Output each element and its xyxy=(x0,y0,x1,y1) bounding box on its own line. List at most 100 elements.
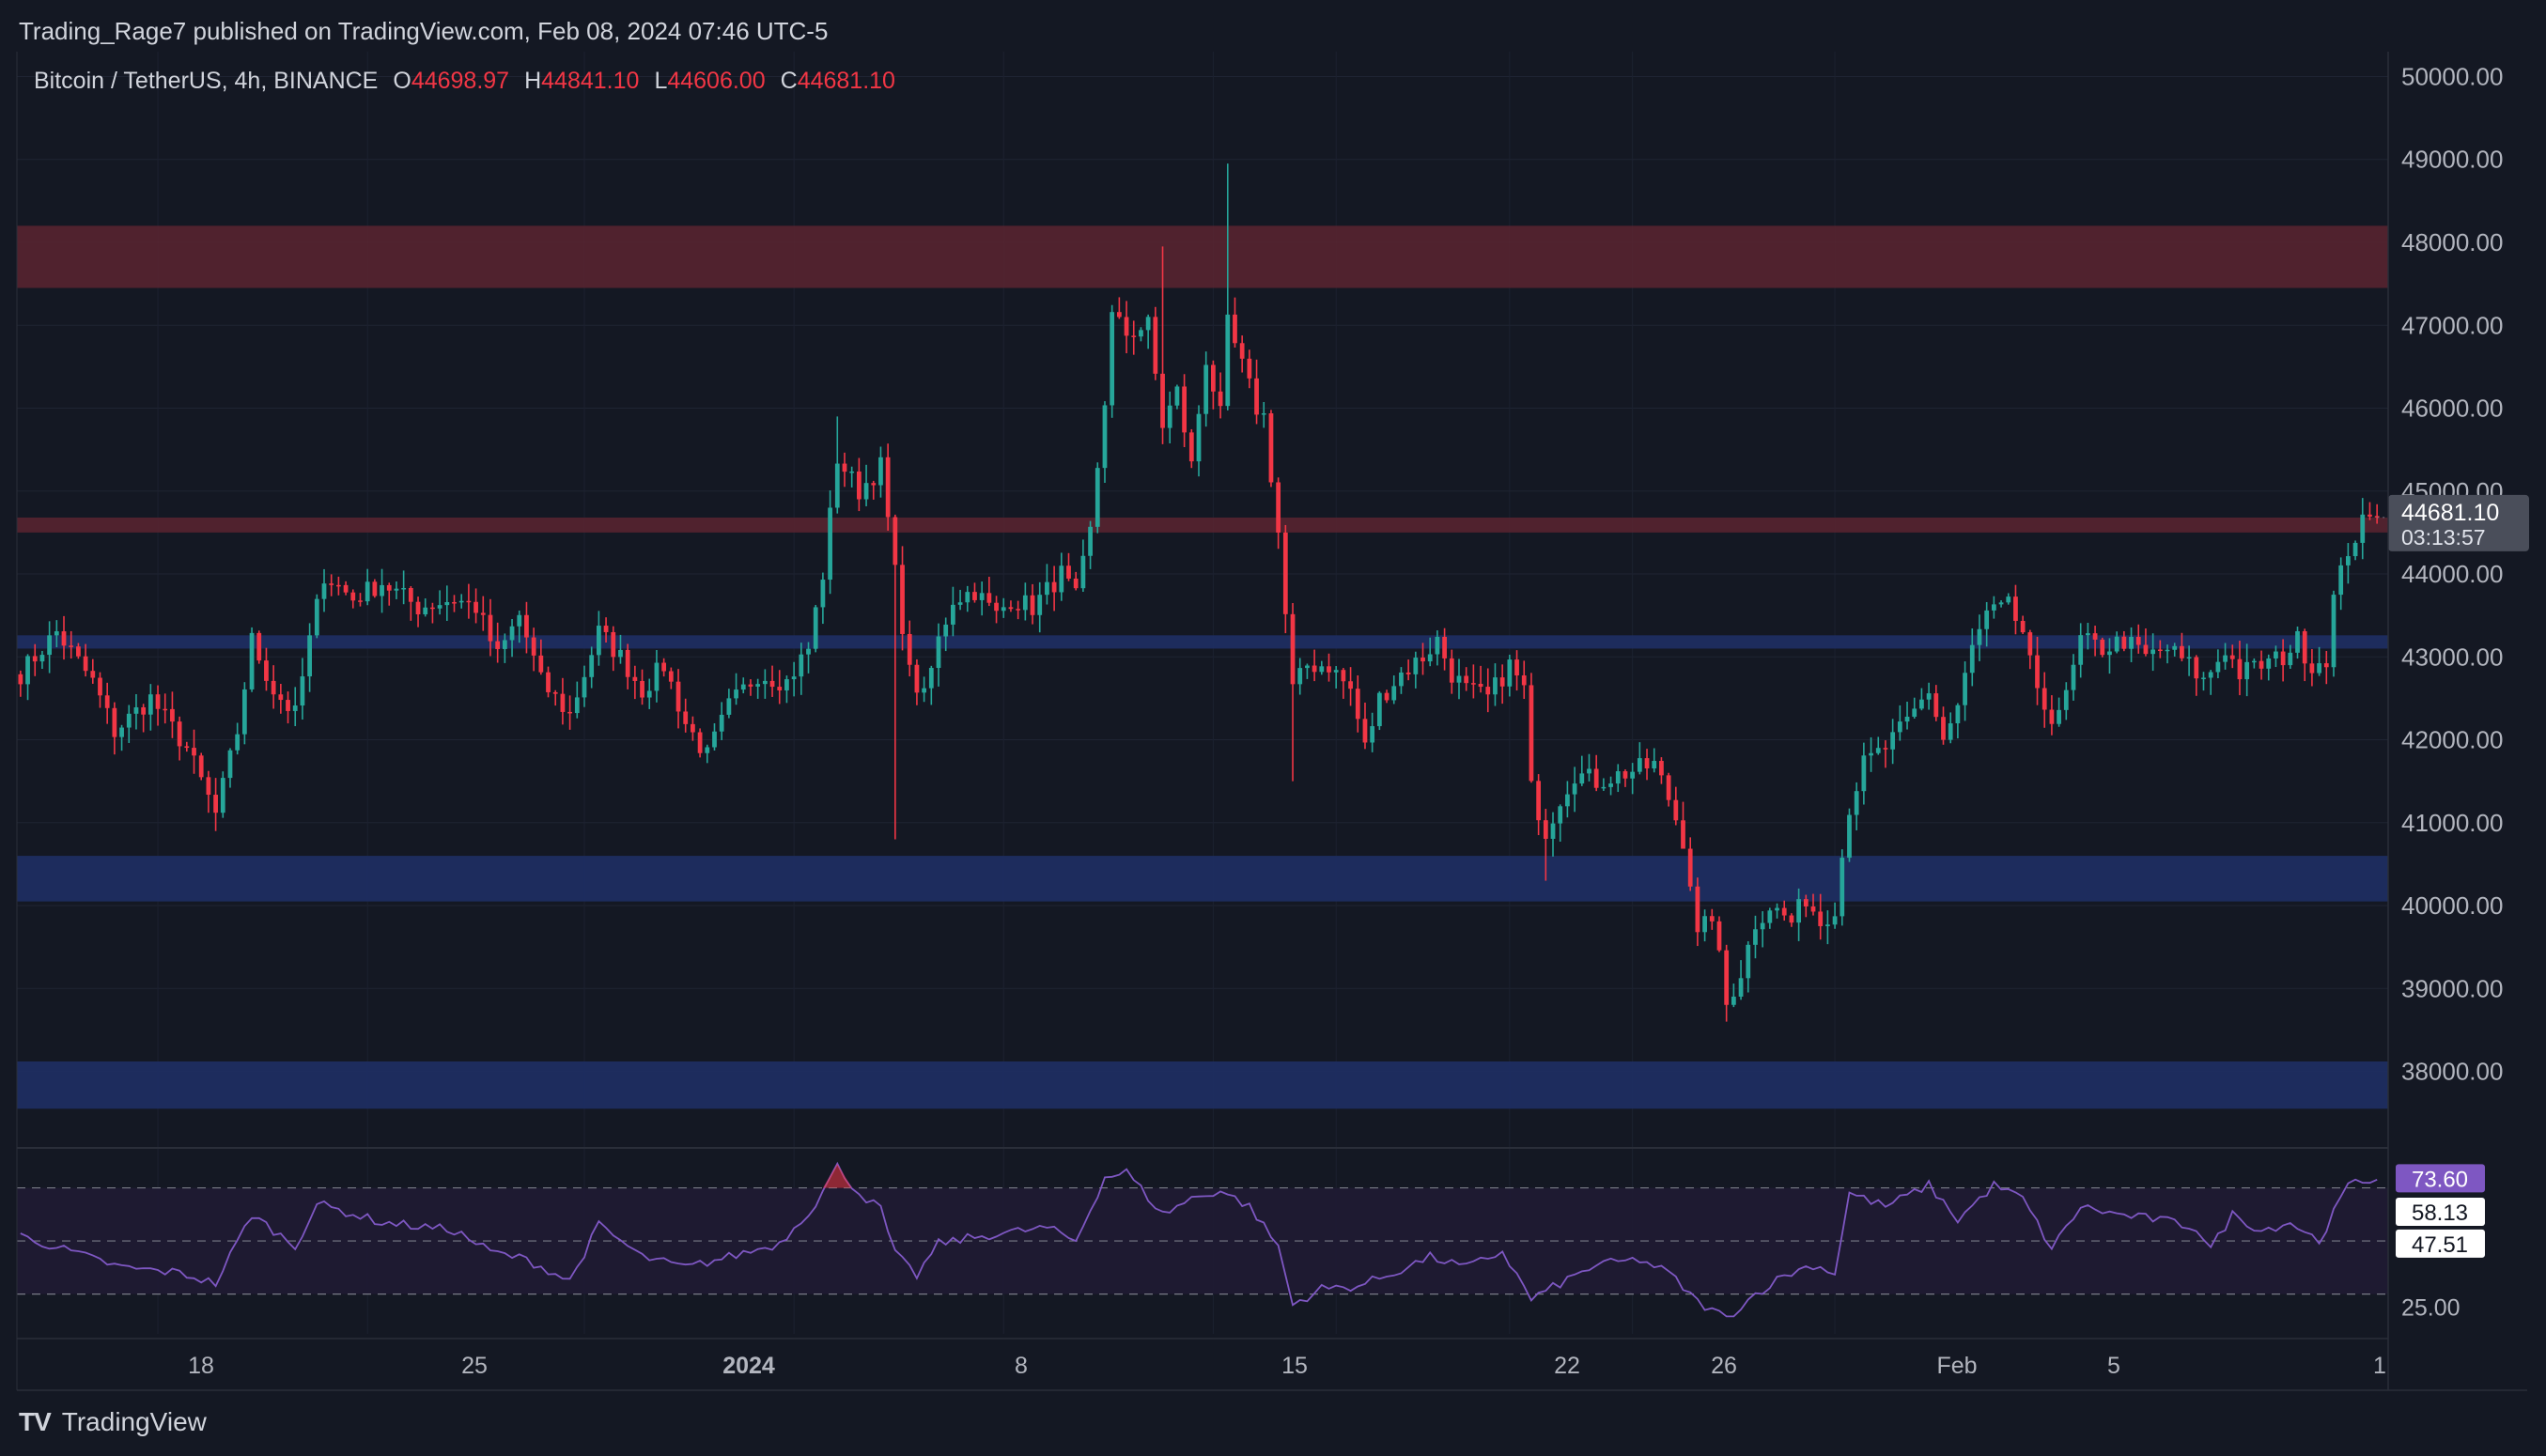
symbol-title[interactable]: Bitcoin / TetherUS, 4h, BINANCE xyxy=(34,68,379,94)
time-axis-label: 22 xyxy=(1554,1353,1580,1379)
candle-body xyxy=(2041,688,2047,710)
candle-body xyxy=(1008,607,1014,610)
candle-body xyxy=(1550,823,1556,839)
candle-body xyxy=(2071,664,2076,690)
price-axis[interactable]: 50000.00 49000.00 48000.00 47000.00 46000.00… xyxy=(2401,62,2503,1085)
candle-body xyxy=(2331,595,2336,668)
candle-body xyxy=(1955,705,1961,724)
candle-body xyxy=(1875,748,1881,753)
candle-body xyxy=(517,614,522,627)
candle-body xyxy=(336,584,341,587)
candle-body xyxy=(177,721,182,747)
publisher-line: Trading_Rage7 published on TradingView.c… xyxy=(19,17,829,45)
candle-body xyxy=(372,581,378,596)
price-axis-label: 39000.00 xyxy=(2401,974,2503,1002)
rsi-pane[interactable]: 73.60 58.13 47.51 25.00 xyxy=(17,1161,2485,1322)
candle-body xyxy=(54,631,59,636)
candle-body xyxy=(560,693,566,712)
candle-body xyxy=(2280,651,2286,666)
tradingview-logo[interactable]: TV TradingView xyxy=(19,1407,207,1437)
candle-body xyxy=(762,680,768,685)
candle-body xyxy=(1652,761,1657,768)
candle-body xyxy=(32,656,38,662)
tradingview-logo-text: TradingView xyxy=(61,1407,207,1436)
candle-body xyxy=(452,602,457,604)
candle-body xyxy=(25,656,30,685)
candle-body xyxy=(943,624,949,637)
candle-body xyxy=(1333,670,1339,673)
candle-body xyxy=(849,471,855,473)
candle-body xyxy=(2288,652,2293,666)
price-axis-label: 47000.00 xyxy=(2401,311,2503,339)
candle-body xyxy=(1139,330,1143,337)
candle-body xyxy=(1261,413,1266,415)
candle-body xyxy=(2317,663,2321,674)
candle-body xyxy=(1687,848,1693,887)
candle-body xyxy=(2057,709,2061,724)
candle-body xyxy=(1485,687,1491,695)
candle-body xyxy=(1110,312,1115,406)
candle-body xyxy=(936,636,941,669)
candle-body xyxy=(286,700,290,711)
candle-body xyxy=(2345,556,2351,565)
candle-body xyxy=(755,684,761,687)
candle-body xyxy=(1282,532,1288,614)
open-label: O xyxy=(393,68,411,94)
time-axis[interactable]: 18 25 2024 8 15 22 26 Feb 5 1 xyxy=(188,1353,2386,1379)
candle-body xyxy=(133,706,139,714)
open-value: 44698.97 xyxy=(411,68,510,94)
candle-body xyxy=(1716,921,1722,951)
candle-body xyxy=(1507,659,1513,687)
candle-body xyxy=(820,580,826,608)
candle-body xyxy=(1464,675,1469,684)
candle-body xyxy=(611,631,616,658)
candle-body xyxy=(878,457,883,486)
candle-body xyxy=(2035,655,2040,689)
candle-body xyxy=(213,795,218,813)
candle-body xyxy=(1233,314,1237,344)
candle-body xyxy=(885,457,891,518)
candle-body xyxy=(1218,391,1223,407)
candle-body xyxy=(1969,644,1975,674)
candle-body xyxy=(39,655,45,662)
candle-body xyxy=(675,681,681,712)
candle-body xyxy=(98,677,102,696)
candle-body xyxy=(813,607,818,649)
candle-body xyxy=(907,633,912,665)
rsi-value-badge xyxy=(2396,1164,2485,1193)
candle-body xyxy=(1449,658,1454,683)
candle-body xyxy=(444,602,450,606)
support-zone xyxy=(17,856,2388,902)
candle-body xyxy=(163,708,168,711)
candle-body xyxy=(1254,378,1259,415)
candle-body xyxy=(1297,668,1303,685)
candle-body xyxy=(1724,950,1730,1005)
candle-body xyxy=(922,688,927,693)
candle-body xyxy=(697,732,703,753)
price-axis-label: 46000.00 xyxy=(2401,395,2503,423)
candle-body xyxy=(1435,636,1440,655)
candle-body xyxy=(83,656,88,672)
support-zone xyxy=(17,635,2388,649)
candle-body xyxy=(2172,645,2178,650)
candle-body xyxy=(2020,620,2026,633)
candle-body xyxy=(394,588,399,591)
candle-body xyxy=(408,587,413,602)
candlestick-series xyxy=(18,163,2380,1022)
candle-body xyxy=(1276,482,1281,533)
candle-body xyxy=(1536,781,1542,821)
candle-body xyxy=(683,711,689,724)
candle-body xyxy=(646,690,652,698)
candle-body xyxy=(1659,761,1664,776)
candle-body xyxy=(2063,689,2069,710)
candle-body xyxy=(1102,405,1108,469)
candle-body xyxy=(1305,665,1310,669)
rsi-value-label: 47.51 xyxy=(2412,1232,2468,1258)
candle-body xyxy=(170,708,175,722)
candle-body xyxy=(1022,595,1028,611)
candle-body xyxy=(206,777,211,796)
candle-body xyxy=(2374,516,2380,518)
candle-body xyxy=(1775,907,1779,911)
candle-body xyxy=(1319,666,1325,673)
